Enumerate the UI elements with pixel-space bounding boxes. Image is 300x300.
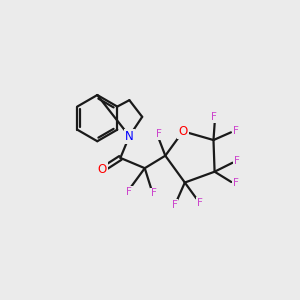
Text: F: F [151, 188, 157, 198]
Text: O: O [98, 163, 107, 176]
Text: F: F [232, 126, 238, 136]
Text: F: F [126, 187, 132, 197]
Text: F: F [156, 129, 162, 140]
Text: N: N [125, 130, 134, 142]
Text: F: F [172, 200, 178, 210]
Text: F: F [234, 156, 240, 167]
Text: F: F [196, 198, 202, 208]
Text: F: F [211, 112, 217, 122]
Text: F: F [233, 178, 239, 188]
Text: O: O [178, 125, 188, 138]
